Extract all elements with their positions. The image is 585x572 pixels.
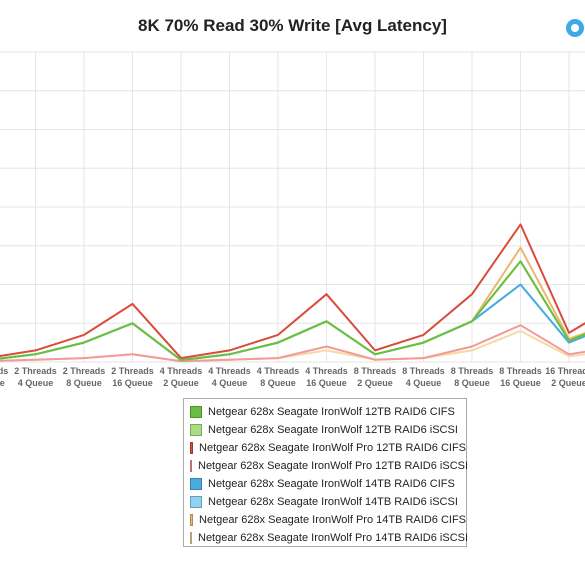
x-tick-label-line: 2 Threads [111,366,154,376]
x-tick-label-line: 2 Queue [357,378,393,388]
x-tick-label-line: 4 Queue [18,378,54,388]
x-tick-label: 2 Threads 4 Queue [14,366,57,388]
legend-item[interactable]: Netgear 628x Seagate IronWolf 12TB RAID6… [190,421,466,439]
legend-item[interactable]: Netgear 628x Seagate IronWolf 12TB RAID6… [190,403,466,421]
legend-swatch [190,514,194,526]
legend-label: Netgear 628x Seagate IronWolf Pro 12TB R… [198,460,469,472]
series-line [0,260,585,362]
x-tick-label-line: 2 Queue [0,378,5,388]
x-tick-label: 8 Threads 2 Queue [354,366,397,388]
x-tick-label-line: 8 Queue [66,378,102,388]
x-tick-label: 4 Threads 4 Queue [208,366,251,388]
x-tick-label-line: 2 Threads [63,366,106,376]
x-tick-label-line: 8 Threads [354,366,397,376]
x-tick-label: 4 Threads 2 Queue [160,366,203,388]
series-line [0,324,585,363]
x-tick-label-line: 4 Threads [208,366,251,376]
series-line [0,223,585,360]
legend-label: Netgear 628x Seagate IronWolf 14TB RAID6… [208,496,458,508]
x-tick-label: 4 Threads 8 Queue [257,366,300,388]
legend-item[interactable]: Netgear 628x Seagate IronWolf Pro 12TB R… [190,439,466,457]
x-tick-label-line: 4 Threads [160,366,203,376]
series-lines [0,223,585,363]
x-tick-label-line: 2 Queue [163,378,199,388]
legend-label: Netgear 628x Seagate IronWolf 12TB RAID6… [208,406,455,418]
x-tick-label-line: 16 Queue [112,378,153,388]
legend-item[interactable]: Netgear 628x Seagate IronWolf Pro 14TB R… [190,529,469,547]
x-tick-label: 8 Threads 4 Queue [402,366,445,388]
x-tick-label-line: 4 Threads [305,366,348,376]
x-tick-label: 2 Threads 8 Queue [63,366,106,388]
x-tick-label-line: 8 Threads [499,366,542,376]
x-tick-label: 8 Threads 16 Queue [499,366,542,388]
grid-lines [0,51,585,363]
x-tick-label-line: 4 Queue [406,378,442,388]
legend-label: Netgear 628x Seagate IronWolf Pro 14TB R… [199,514,466,526]
legend-swatch [190,532,192,544]
legend-swatch [190,424,202,436]
legend-label: Netgear 628x Seagate IronWolf Pro 12TB R… [199,442,466,454]
legend-swatch [190,460,192,472]
legend-label: Netgear 628x Seagate IronWolf 12TB RAID6… [208,424,458,436]
x-tick-label-line: 2 Queue [551,378,585,388]
x-tick-label-line: 8 Queue [260,378,296,388]
x-tick-label-line: 8 Threads [451,366,494,376]
legend-label: Netgear 628x Seagate IronWolf Pro 14TB R… [198,532,469,544]
x-tick-label: 8 Threads 8 Queue [451,366,494,388]
x-tick-label-line: 8 Queue [454,378,490,388]
x-tick-label-line: 4 Threads [257,366,300,376]
info-icon[interactable] [566,19,584,37]
legend-item[interactable]: Netgear 628x Seagate IronWolf 14TB RAID6… [190,493,466,511]
x-tick-label-line: 8 Threads [402,366,445,376]
x-tick-label-line: 16 Queue [306,378,347,388]
legend-swatch [190,496,202,508]
series-line [0,246,585,362]
legend-swatch [190,406,202,418]
legend-item[interactable]: Netgear 628x Seagate IronWolf Pro 12TB R… [190,457,469,475]
x-tick-label-line: 2 Threads [0,366,8,376]
legend-item[interactable]: Netgear 628x Seagate IronWolf 14TB RAID6… [190,475,466,493]
x-tick-label-line: 2 Threads [14,366,57,376]
x-tick-label-line: 4 Queue [212,378,248,388]
chart-legend: Netgear 628x Seagate IronWolf 12TB RAID6… [183,398,469,547]
series-line [0,260,585,362]
x-tick-label: 4 Threads 16 Queue [305,366,348,388]
legend-swatch [190,478,202,490]
x-tick-label-line: 16 Queue [500,378,541,388]
legend-swatch [190,442,194,454]
x-tick-label: 2 Threads 2 Queue [0,366,8,388]
legend-item[interactable]: Netgear 628x Seagate IronWolf Pro 14TB R… [190,511,466,529]
x-tick-label: 16 Threads 2 Queue [545,366,585,388]
legend-label: Netgear 628x Seagate IronWolf 14TB RAID6… [208,478,455,490]
x-tick-label: 2 Threads 16 Queue [111,366,154,388]
x-tick-label-line: 16 Threads [545,366,585,376]
chart-title: 8K 70% Read 30% Write [Avg Latency] [138,16,447,35]
